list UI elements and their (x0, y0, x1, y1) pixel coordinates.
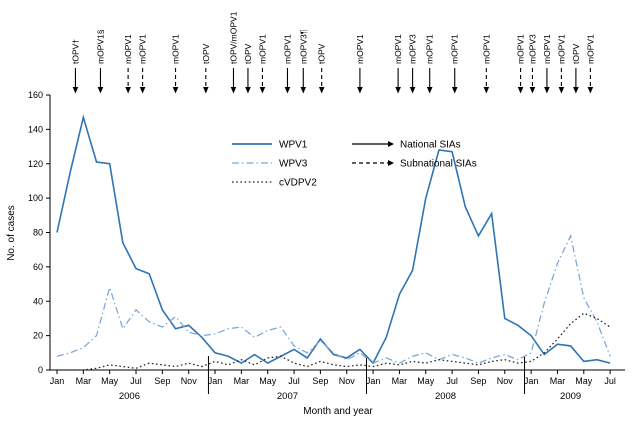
sia-label: mOPV3 (527, 34, 537, 64)
x-tick-label: Jul (604, 376, 616, 386)
x-tick-label: Jul (446, 376, 458, 386)
sia-arrowhead (139, 87, 146, 94)
sia-label: tOPV/mOPV1 (228, 11, 238, 64)
year-label: 2007 (277, 391, 298, 402)
series-line-WPV3 (56, 234, 611, 364)
sia-arrowhead (395, 87, 401, 94)
x-axis-title: Month and year (303, 406, 373, 417)
sia-arrowhead (426, 87, 433, 94)
legend-label-cVDPV2: cVDPV2 (279, 178, 317, 189)
x-tick-label: Mar (550, 376, 566, 386)
y-tick-label: 0 (38, 365, 43, 375)
x-tick-label: Mar (392, 376, 408, 386)
year-label: 2009 (560, 391, 581, 402)
sia-label: mOPV3¶ (298, 29, 308, 64)
y-tick-label: 20 (33, 331, 43, 341)
sia-arrowhead (587, 87, 594, 94)
x-tick-label: Jan (50, 376, 65, 386)
sia-label: mOPV1 (138, 34, 148, 64)
sia-label: tOPV† (70, 39, 80, 64)
sia-label: mOPV1 (481, 34, 491, 64)
legend-label-WPV1: WPV1 (279, 140, 308, 151)
sia-label: tOPV (571, 43, 581, 64)
y-tick-label: 100 (28, 193, 43, 203)
sia-arrowhead (125, 87, 131, 94)
sia-label: mOPV1 (542, 34, 552, 64)
series-line-cVDPV2 (57, 312, 611, 371)
sia-label: tOPV (201, 43, 211, 64)
x-tick-label: Jan (366, 376, 381, 386)
sia-arrowhead (409, 87, 416, 94)
sia-arrowhead (300, 87, 307, 94)
x-tick-label: Nov (497, 376, 514, 386)
sia-label: mOPV1 (171, 34, 181, 64)
sia-label: mOPV1 (393, 34, 403, 64)
sia-label: mOPV1 (257, 34, 267, 64)
sia-label: mOPV1 (355, 34, 365, 64)
x-tick-label: Nov (181, 376, 198, 386)
x-tick-label: Sep (154, 376, 170, 386)
sia-arrowhead (357, 87, 363, 94)
x-tick-label: Jul (288, 376, 300, 386)
legend-label-WPV3: WPV3 (279, 159, 308, 170)
sia-arrowhead (451, 87, 458, 94)
x-tick-label: Nov (339, 376, 356, 386)
y-axis-title: No. of cases (6, 205, 17, 261)
sia-label: mOPV1 (516, 34, 526, 64)
sia-label: mOPV1 (282, 34, 292, 64)
x-tick-label: May (259, 376, 277, 386)
y-tick-label: 120 (28, 159, 43, 169)
sia-label: mOPV1 (450, 34, 460, 64)
sia-arrowhead (245, 87, 251, 94)
sia-arrowhead (97, 87, 104, 94)
x-tick-label: Jul (130, 376, 142, 386)
sia-arrowhead (318, 87, 325, 94)
sia-legend-label: Subnational SIAs (400, 159, 477, 170)
sia-arrowhead (172, 87, 179, 94)
x-tick-label: Mar (234, 376, 250, 386)
sia-legend-label: National SIAs (400, 140, 461, 151)
sia-arrowhead (529, 87, 536, 94)
y-tick-label: 80 (33, 228, 43, 238)
y-tick-label: 60 (33, 262, 43, 272)
arrowhead (388, 141, 394, 147)
year-label: 2006 (119, 391, 140, 402)
sia-arrowhead (284, 87, 291, 94)
sia-label: tOPV (317, 43, 327, 64)
sia-arrowhead (483, 87, 490, 94)
y-tick-label: 40 (33, 296, 43, 306)
y-tick-label: 160 (28, 90, 43, 100)
x-tick-label: May (417, 376, 435, 386)
x-tick-label: Jan (208, 376, 223, 386)
sia-label: mOPV1 (556, 34, 566, 64)
sia-label: mOPV1 (585, 34, 595, 64)
x-tick-label: Sep (312, 376, 328, 386)
sia-label: mOPV1 (123, 34, 133, 64)
sia-label: tOPV (243, 43, 253, 64)
x-tick-label: Jan (524, 376, 539, 386)
sia-arrowhead (544, 87, 550, 94)
sia-arrowhead (259, 87, 266, 94)
sia-arrowhead (203, 87, 209, 94)
sia-label: mOPV3 (408, 34, 418, 64)
sia-arrowhead (230, 87, 237, 94)
sia-arrowhead (573, 87, 579, 94)
sia-arrowhead (558, 87, 565, 94)
y-tick-label: 140 (28, 124, 43, 134)
sia-label: mOPV1§ (95, 29, 105, 64)
arrowhead (388, 160, 394, 166)
sia-arrowhead (517, 87, 524, 94)
series-line-WPV1 (56, 114, 611, 365)
x-tick-label: May (101, 376, 119, 386)
sia-arrowhead (72, 87, 79, 94)
year-label: 2008 (435, 391, 456, 402)
sia-label: mOPV1 (425, 34, 435, 64)
x-tick-label: May (575, 376, 593, 386)
x-tick-label: Sep (470, 376, 486, 386)
x-tick-label: Mar (76, 376, 92, 386)
